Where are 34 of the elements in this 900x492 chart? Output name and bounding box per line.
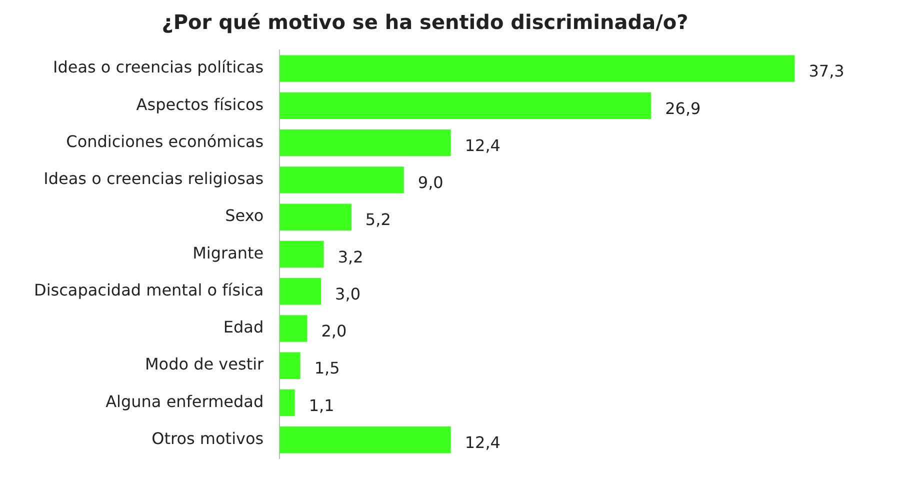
y-tick-label: Otros motivos <box>152 428 264 448</box>
bar <box>280 352 300 379</box>
data-label: 3,0 <box>335 284 361 304</box>
y-tick-label: Modo de vestir <box>144 354 264 374</box>
bar <box>280 55 795 82</box>
data-label: 37,3 <box>808 62 844 81</box>
data-label: 1,1 <box>308 396 334 415</box>
bar <box>280 92 652 120</box>
bar <box>280 278 322 305</box>
bar <box>280 389 295 416</box>
data-label: 12,4 <box>464 432 500 452</box>
data-label: 12,4 <box>464 136 500 155</box>
y-tick-label: Condiciones económicas <box>66 132 264 151</box>
bar <box>280 315 308 342</box>
y-tick-label: Edad <box>223 318 264 337</box>
y-tick-label: Ideas o creencias políticas <box>52 58 264 77</box>
y-tick-label: Sexo <box>225 206 264 226</box>
bar <box>280 166 404 194</box>
data-label: 2,0 <box>321 322 347 341</box>
bar <box>280 240 324 268</box>
data-label: 26,9 <box>665 98 701 118</box>
data-label: 3,2 <box>338 247 364 266</box>
chart-title: ¿Por qué motivo se ha sentido discriminada/o? <box>162 10 688 34</box>
y-tick-label: Alguna enfermedad <box>106 392 264 411</box>
data-label: 5,2 <box>365 210 391 230</box>
y-tick-label: Migrante <box>192 243 264 262</box>
y-tick-label: Ideas o creencias religiosas <box>44 169 264 188</box>
y-tick-label: Aspectos físicos <box>136 94 264 114</box>
y-tick-label: Discapacidad mental o física <box>34 280 264 300</box>
bar <box>280 129 451 156</box>
data-label: 1,5 <box>314 358 340 378</box>
bar <box>280 426 451 454</box>
bar <box>280 204 352 230</box>
data-label: 9,0 <box>418 173 444 192</box>
